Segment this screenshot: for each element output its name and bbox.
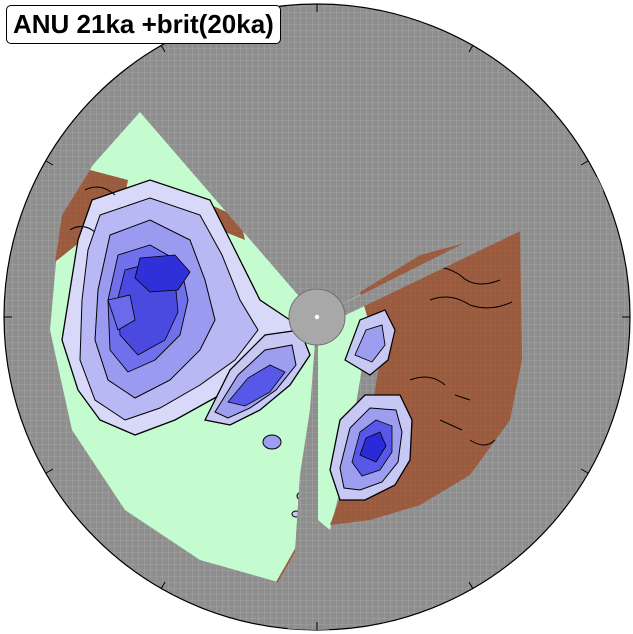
map-title: ANU 21ka +brit(20ka) (6, 5, 281, 44)
gray-sector-south (278, 317, 330, 630)
gray-sector-north (140, 45, 600, 317)
ice-sheet-greenland (204, 329, 311, 426)
polar-cap (288, 288, 346, 346)
ice-sheet-fennoscandian (329, 394, 413, 501)
gray-ray-northeast (317, 175, 610, 325)
ice-sheet-barents (344, 309, 396, 376)
border-ticks (4, 4, 630, 630)
